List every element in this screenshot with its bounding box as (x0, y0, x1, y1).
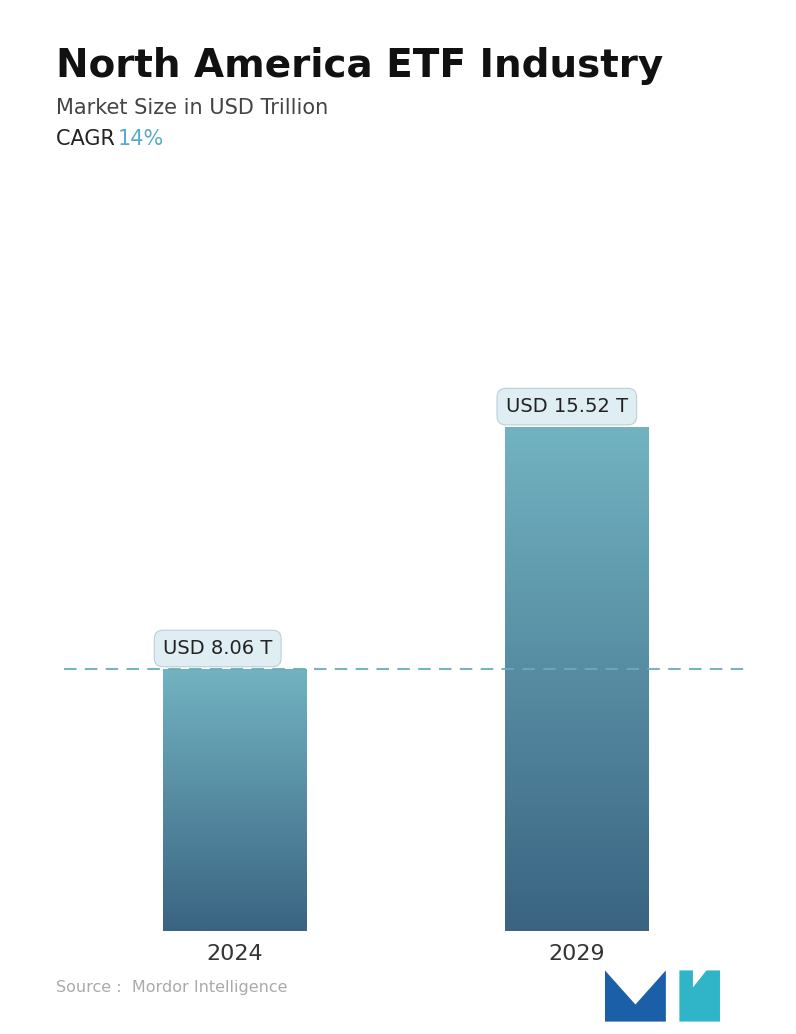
Text: USD 8.06 T: USD 8.06 T (163, 639, 272, 658)
Polygon shape (680, 970, 720, 1022)
Text: Market Size in USD Trillion: Market Size in USD Trillion (56, 98, 328, 118)
Text: CAGR: CAGR (56, 129, 128, 149)
Polygon shape (208, 657, 228, 660)
Text: 14%: 14% (118, 129, 164, 149)
Polygon shape (556, 415, 577, 418)
Polygon shape (605, 970, 665, 1022)
Text: Source :  Mordor Intelligence: Source : Mordor Intelligence (56, 979, 287, 995)
Text: North America ETF Industry: North America ETF Industry (56, 47, 663, 85)
Text: USD 15.52 T: USD 15.52 T (505, 397, 628, 416)
